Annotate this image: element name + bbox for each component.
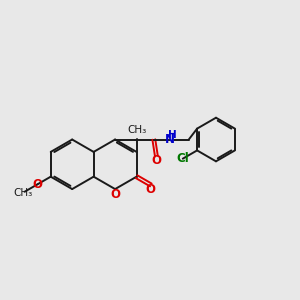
Text: O: O	[110, 188, 120, 201]
Text: Cl: Cl	[176, 152, 189, 166]
Text: H: H	[168, 130, 177, 140]
Text: CH₃: CH₃	[127, 125, 146, 135]
Text: CH₃: CH₃	[14, 188, 33, 198]
Text: O: O	[32, 178, 43, 191]
Text: O: O	[152, 154, 161, 167]
Text: N: N	[165, 133, 175, 146]
Text: O: O	[146, 183, 156, 196]
